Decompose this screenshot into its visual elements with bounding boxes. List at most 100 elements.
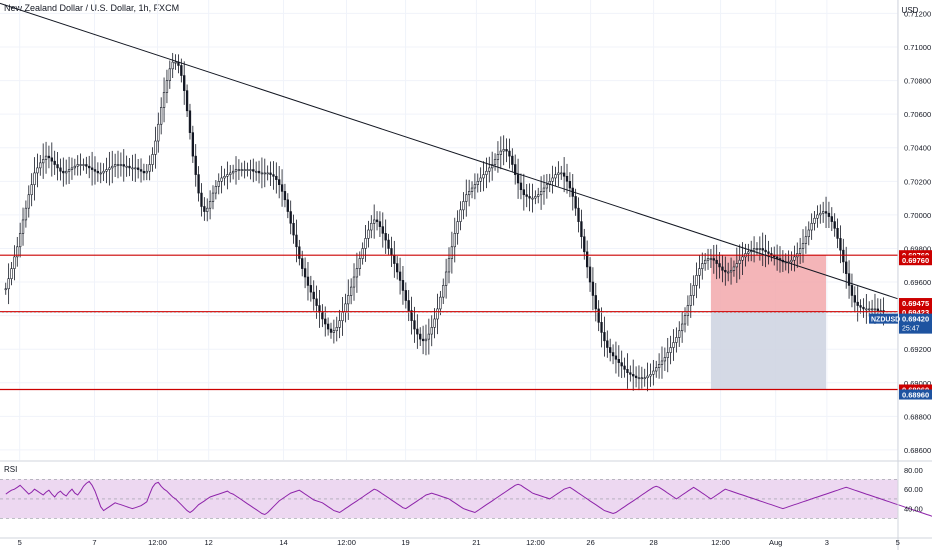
price-tick-label: 0.70400 — [904, 144, 931, 153]
candle-body — [732, 266, 736, 271]
candle-body — [807, 229, 810, 238]
candle-body — [344, 303, 347, 313]
candle-body — [709, 258, 713, 260]
currency-label: USD — [902, 6, 919, 15]
candle-body — [675, 337, 678, 343]
candle-body — [407, 300, 410, 311]
candle-body — [338, 320, 341, 328]
candle-body — [859, 305, 862, 308]
candle-body — [329, 328, 333, 333]
candle-body — [370, 222, 373, 231]
candle-body — [741, 256, 744, 261]
candle-body — [217, 181, 220, 187]
candle-body — [801, 243, 805, 249]
candle-body — [378, 221, 382, 227]
candle-body — [56, 164, 59, 169]
candle-body — [254, 170, 258, 173]
candle-body — [839, 238, 842, 251]
candle-body — [508, 150, 511, 157]
candle-body — [680, 323, 684, 332]
candle-body — [873, 308, 877, 311]
candle-body — [157, 123, 160, 142]
price-badge — [899, 255, 932, 266]
candle-body — [493, 159, 497, 165]
candle-body — [634, 375, 638, 379]
candle-body — [752, 248, 756, 251]
candle-body — [868, 308, 871, 311]
candle-body — [145, 170, 148, 174]
candle-body — [105, 169, 108, 172]
candle-body — [436, 308, 439, 320]
candle-body — [833, 221, 836, 229]
candle-body — [321, 311, 324, 320]
candle-body — [396, 263, 399, 273]
candle-body — [718, 263, 721, 268]
price-badge-label: 0.69423 — [902, 308, 929, 317]
candle-body — [211, 192, 215, 202]
candle-body — [358, 258, 361, 269]
candle-body — [332, 330, 336, 333]
candle-body — [643, 377, 646, 380]
candle-body — [384, 233, 387, 241]
candle-body — [295, 234, 298, 248]
candle-body — [88, 165, 91, 169]
candle-body — [424, 338, 428, 342]
candle-body — [260, 172, 264, 175]
candle-body — [30, 184, 33, 196]
candle-body — [53, 160, 56, 165]
candle-body — [804, 236, 808, 244]
candle-body — [755, 248, 759, 250]
candle-body — [531, 197, 534, 200]
rsi-tick-label: 40.00 — [904, 505, 923, 514]
candle-body — [557, 172, 560, 175]
candle-body — [231, 170, 235, 174]
candle-body — [373, 219, 376, 224]
candle-body — [148, 164, 151, 172]
candle-body — [315, 298, 318, 306]
candle-body — [583, 236, 586, 253]
candle-body — [309, 285, 313, 293]
price-badge — [899, 250, 932, 261]
candle-body — [151, 154, 154, 165]
candle-body — [629, 372, 632, 375]
candle-body — [695, 275, 698, 286]
candle-body — [692, 285, 695, 296]
candle-body — [122, 164, 125, 167]
candle-body — [539, 191, 543, 196]
candle-body — [142, 170, 146, 174]
candle-body — [119, 164, 123, 166]
candle-body — [249, 169, 252, 171]
candle-body — [171, 61, 174, 70]
candle-body — [574, 196, 577, 209]
candle-body — [528, 196, 531, 199]
candle-body — [609, 347, 612, 353]
time-tick-label: 12:00 — [337, 538, 356, 547]
candle-body — [865, 308, 868, 311]
candle-body — [387, 239, 390, 249]
grid — [0, 0, 899, 460]
candle-body — [830, 216, 833, 222]
current-price-value: 0.69420 — [902, 315, 929, 324]
candle-body — [413, 320, 416, 330]
candle-body — [669, 347, 672, 353]
candle-body — [361, 248, 364, 259]
candle-body — [243, 169, 246, 171]
price-tick-label: 0.69200 — [904, 345, 931, 354]
candle-body — [272, 174, 275, 177]
candle-body — [594, 295, 597, 310]
trendline — [0, 2, 899, 300]
candle-body — [62, 170, 65, 174]
candle-body — [721, 266, 724, 271]
candle-body — [462, 201, 465, 211]
price-badge — [899, 384, 932, 395]
candle-body — [597, 308, 600, 323]
candle-body — [747, 251, 750, 254]
candle-body — [439, 296, 442, 310]
candle-body — [33, 172, 36, 185]
price-badge-label: 0.69475 — [902, 299, 929, 308]
candle-body — [611, 352, 615, 357]
candle-body — [617, 358, 620, 363]
candle-body — [36, 167, 39, 174]
candle-body — [522, 189, 525, 196]
